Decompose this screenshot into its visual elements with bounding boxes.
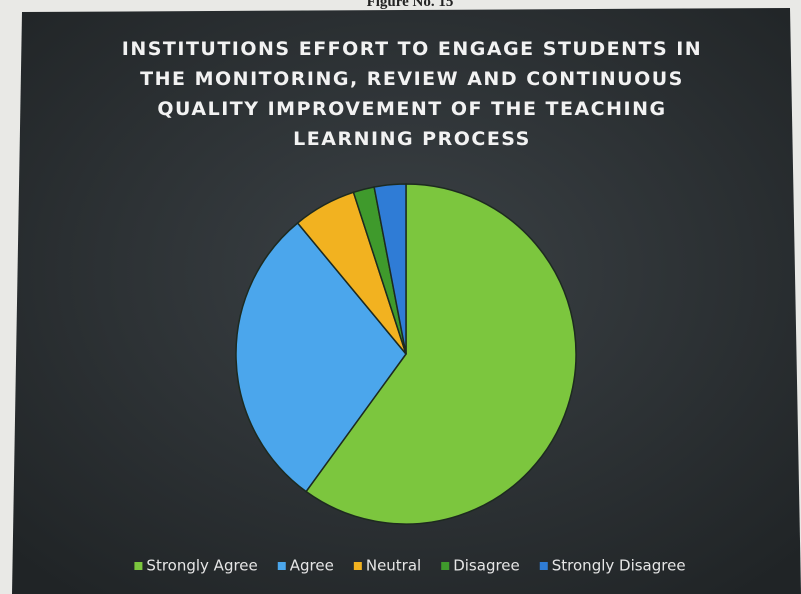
legend-swatch: [539, 562, 548, 570]
legend-label: Neutral: [366, 557, 421, 575]
legend-swatch: [134, 562, 143, 570]
chart-title: QUALITY IMPROVEMENT OF THE TEACHING: [157, 98, 666, 120]
chart-title: THE MONITORING, REVIEW AND CONTINUOUS: [140, 68, 684, 90]
legend-label: Strongly Disagree: [552, 557, 686, 575]
chart-title: LEARNING PROCESS: [293, 128, 531, 150]
legend-swatch: [277, 562, 286, 570]
pie-slice: [235, 221, 407, 493]
legend-label: Agree: [290, 557, 334, 575]
legend-label: Strongly Agree: [146, 557, 257, 575]
legend-label: Disagree: [453, 557, 520, 575]
pie-slice: [373, 183, 407, 355]
pie-slice: [305, 183, 577, 525]
chart-title: INSTITUTIONS EFFORT TO ENGAGE STUDENTS I…: [122, 38, 702, 60]
legend-swatch: [353, 562, 362, 570]
figure-label: Figure No. 15: [367, 0, 454, 10]
legend-swatch: [441, 562, 450, 570]
